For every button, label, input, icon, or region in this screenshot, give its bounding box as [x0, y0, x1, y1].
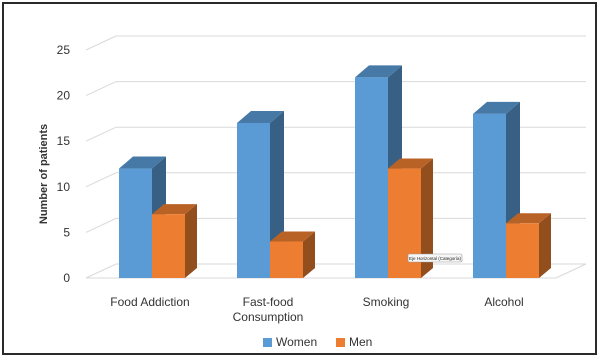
x-tick-label: Food Addiction: [110, 295, 189, 309]
y-tick-label: 10: [57, 180, 71, 194]
bar-men-1: [270, 231, 315, 278]
y-tick-label: 20: [57, 89, 71, 103]
y-tick-label: 0: [63, 271, 70, 285]
legend-label: Women: [276, 335, 317, 349]
axis-tooltip: Eje Horizontal (Categoría): [407, 253, 463, 263]
gridline-3: [85, 126, 586, 142]
gridline-4: [85, 81, 586, 97]
bar-men-3: [506, 213, 551, 278]
bar-chart: 0 5 10 15 20 25 Number of patients Food Addict…: [38, 35, 587, 349]
bar-men-0: [152, 204, 197, 278]
legend-swatch: [336, 338, 345, 347]
x-tick-label: Fast-food Consumption: [233, 295, 304, 324]
x-tick-label: Alcohol: [484, 295, 523, 309]
x-tick-label: Smoking: [363, 295, 410, 309]
bar-men-2: [388, 158, 433, 278]
y-axis-title: Number of patients: [38, 124, 50, 224]
legend-item-men: Men: [336, 335, 372, 349]
legend-label: Men: [349, 335, 372, 349]
y-tick-label: 25: [57, 43, 71, 57]
legend-swatch: [263, 338, 272, 347]
legend-item-women: Women: [263, 335, 317, 349]
svg-text:Eje Horizontal (Categoría): Eje Horizontal (Categoría): [409, 256, 462, 261]
gridline-5: [85, 35, 586, 51]
y-tick-label: 5: [63, 225, 70, 239]
y-tick-label: 15: [57, 134, 71, 148]
